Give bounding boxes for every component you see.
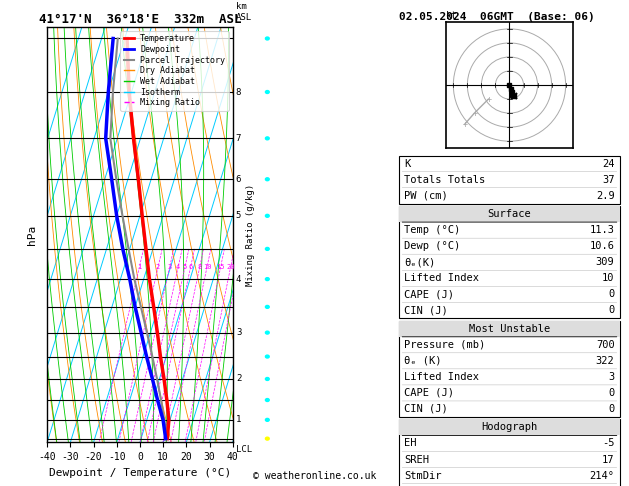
Text: kt: kt: [447, 11, 458, 21]
Text: 3: 3: [608, 372, 615, 382]
Text: Surface: Surface: [487, 209, 532, 219]
Text: 20: 20: [226, 264, 235, 270]
Text: 3: 3: [236, 328, 242, 337]
Text: 4: 4: [176, 264, 181, 270]
Text: 309: 309: [596, 257, 615, 267]
Text: +: +: [487, 95, 492, 104]
Text: StmDir: StmDir: [404, 470, 442, 481]
Text: 24: 24: [602, 158, 615, 169]
Text: CAPE (J): CAPE (J): [404, 388, 454, 398]
Text: 0: 0: [608, 289, 615, 299]
Text: 6: 6: [236, 175, 242, 184]
Text: 5: 5: [236, 211, 242, 220]
Text: Totals Totals: Totals Totals: [404, 174, 486, 185]
Text: 17: 17: [602, 454, 615, 465]
Text: 4: 4: [236, 275, 242, 284]
Text: EH: EH: [404, 438, 417, 449]
X-axis label: Dewpoint / Temperature (°C): Dewpoint / Temperature (°C): [49, 468, 231, 478]
Text: CAPE (J): CAPE (J): [404, 289, 454, 299]
Text: 322: 322: [596, 356, 615, 366]
Text: CIN (J): CIN (J): [404, 305, 448, 315]
Text: 0: 0: [608, 404, 615, 414]
Text: © weatheronline.co.uk: © weatheronline.co.uk: [253, 471, 376, 481]
Title: 41°17'N  36°18'E  332m  ASL: 41°17'N 36°18'E 332m ASL: [39, 13, 241, 26]
Text: Hodograph: Hodograph: [481, 422, 538, 433]
Text: 2.9: 2.9: [596, 191, 615, 201]
Legend: Temperature, Dewpoint, Parcel Trajectory, Dry Adiabat, Wet Adiabat, Isotherm, Mi: Temperature, Dewpoint, Parcel Trajectory…: [120, 31, 228, 110]
Text: +: +: [463, 120, 468, 129]
Text: +: +: [473, 109, 478, 118]
Text: LCL: LCL: [236, 445, 252, 454]
Text: Most Unstable: Most Unstable: [469, 324, 550, 334]
Text: 700: 700: [596, 340, 615, 350]
Text: 1: 1: [236, 416, 242, 424]
Text: Dewp (°C): Dewp (°C): [404, 241, 460, 251]
Text: 0: 0: [608, 388, 615, 398]
Text: 2: 2: [236, 375, 242, 383]
Text: 5: 5: [183, 264, 187, 270]
Text: 6: 6: [189, 264, 192, 270]
Text: 2: 2: [156, 264, 160, 270]
Text: 10.6: 10.6: [589, 241, 615, 251]
Text: PW (cm): PW (cm): [404, 191, 448, 201]
Text: Temp (°C): Temp (°C): [404, 225, 460, 235]
Text: 10: 10: [203, 264, 211, 270]
Text: Lifted Index: Lifted Index: [404, 372, 479, 382]
Text: hPa: hPa: [27, 225, 37, 244]
Text: 214°: 214°: [589, 470, 615, 481]
Text: 10: 10: [602, 273, 615, 283]
Text: CIN (J): CIN (J): [404, 404, 448, 414]
Text: 1: 1: [137, 264, 142, 270]
Text: 37: 37: [602, 174, 615, 185]
Text: Pressure (mb): Pressure (mb): [404, 340, 486, 350]
Text: 11.3: 11.3: [589, 225, 615, 235]
Text: 3: 3: [167, 264, 172, 270]
Text: θₑ (K): θₑ (K): [404, 356, 442, 366]
Text: 8: 8: [198, 264, 202, 270]
Text: -5: -5: [602, 438, 615, 449]
Text: 7: 7: [236, 134, 242, 143]
Text: Lifted Index: Lifted Index: [404, 273, 479, 283]
Text: 02.05.2024  06GMT  (Base: 06): 02.05.2024 06GMT (Base: 06): [399, 12, 595, 22]
Text: θₑ(K): θₑ(K): [404, 257, 436, 267]
Text: SREH: SREH: [404, 454, 430, 465]
Text: Mixing Ratio (g/kg): Mixing Ratio (g/kg): [246, 183, 255, 286]
Text: 15: 15: [216, 264, 225, 270]
Text: 0: 0: [608, 305, 615, 315]
Text: 8: 8: [236, 87, 242, 97]
Text: km
ASL: km ASL: [236, 2, 252, 22]
Text: K: K: [404, 158, 411, 169]
